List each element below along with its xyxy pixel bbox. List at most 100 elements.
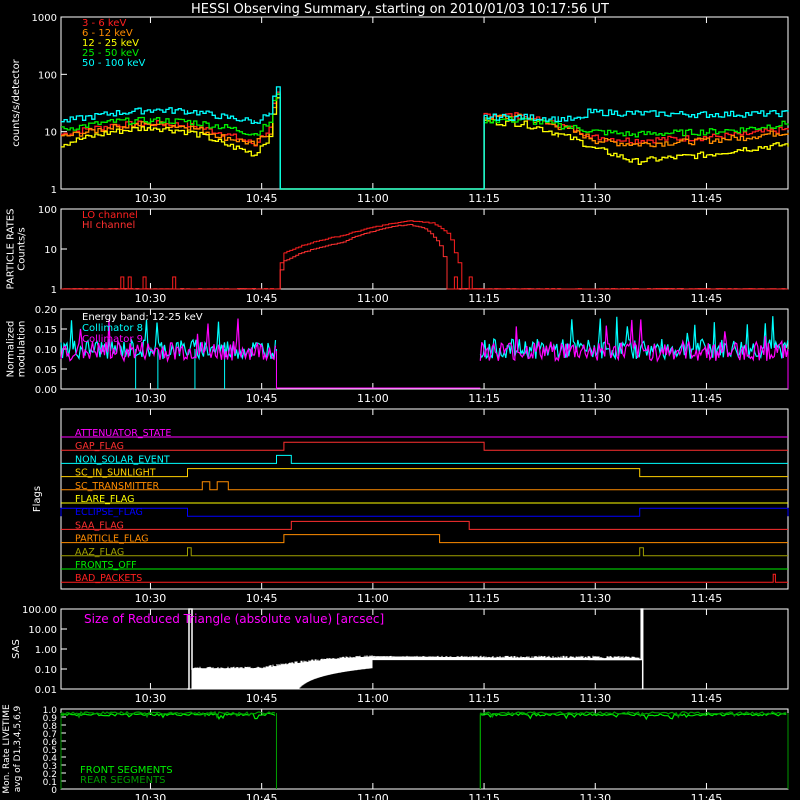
flag-label: AAZ_FLAG — [75, 547, 124, 558]
legend-item: Collimator 8 — [82, 323, 143, 334]
time-tick-label: 10:45 — [246, 792, 278, 800]
y-tick-label: 0.2 — [43, 770, 57, 780]
legend-item: 3 - 6 keV — [82, 18, 126, 29]
legend-item: Collimator 9 — [82, 334, 143, 345]
legend-item: 50 - 100 keV — [82, 58, 146, 69]
y-tick-label: 1.0 — [43, 706, 58, 716]
particle-spike — [142, 276, 147, 290]
time-tick-label: 11:30 — [579, 392, 611, 405]
time-tick-label: 10:30 — [135, 292, 167, 305]
flag-label: NON_SOLAR_EVENT — [75, 454, 170, 465]
y-tick-label: 0.3 — [43, 762, 57, 772]
time-tick-label: 10:45 — [246, 392, 278, 405]
time-tick-label: 11:30 — [579, 592, 611, 605]
flag-label: SAA_FLAG — [75, 520, 124, 531]
y-tick-label: 0.10 — [35, 665, 57, 676]
particle-spike — [172, 276, 177, 290]
flag-line — [61, 441, 788, 451]
legend-item: REAR SEGMENTS — [80, 775, 166, 786]
legend-item: LO channel — [82, 210, 138, 221]
legend-item: 6 - 12 keV — [82, 28, 133, 39]
y-axis-label: Flags — [32, 486, 43, 512]
flag-label: FRONTS_OFF — [75, 560, 137, 571]
panel-frame — [60, 16, 789, 190]
time-tick-label: 11:15 — [468, 792, 500, 800]
series-line — [61, 86, 789, 190]
y-tick-label: 0.5 — [43, 746, 57, 756]
y-tick-label: 10 — [44, 128, 57, 139]
series-line — [479, 319, 789, 363]
series-line — [187, 608, 644, 690]
series-line — [61, 93, 789, 190]
time-tick-label: 11:00 — [357, 292, 389, 305]
flag-label: SC_IN_SUNLIGHT — [75, 468, 156, 479]
particle-spike — [468, 276, 473, 290]
time-tick-label: 10:30 — [135, 792, 167, 800]
panel-annotation: Energy band: 12-25 keV — [82, 312, 203, 323]
flag-label: FLARE_FLAG — [75, 494, 135, 505]
y-tick-label: 0.1 — [43, 778, 57, 788]
flag-line — [61, 520, 788, 530]
particle-spike — [120, 276, 125, 290]
legend-item: HI channel — [82, 220, 135, 231]
sas-band — [191, 655, 640, 689]
time-tick-label: 11:15 — [468, 392, 500, 405]
series-line — [60, 318, 277, 363]
time-tick-label: 11:30 — [579, 192, 611, 205]
time-tick-label: 11:00 — [357, 192, 389, 205]
y-tick-label: 100 — [38, 70, 57, 81]
time-tick-label: 11:45 — [691, 292, 723, 305]
panel-frame — [60, 708, 789, 790]
time-tick-label: 11:45 — [691, 192, 723, 205]
flag-label: PARTICLE_FLAG — [75, 534, 148, 545]
time-tick-label: 10:45 — [246, 592, 278, 605]
panel-frame — [60, 408, 789, 590]
y-tick-label: 0.9 — [43, 714, 58, 724]
flag-line — [61, 547, 788, 557]
time-tick-label: 11:15 — [468, 292, 500, 305]
flag-label: SC_TRANSMITTER — [75, 481, 160, 492]
y-tick-label: 0.6 — [43, 738, 58, 748]
time-tick-label: 11:00 — [357, 792, 389, 800]
y-tick-label: 1 — [51, 185, 57, 196]
y-tick-label: 0.10 — [35, 345, 57, 356]
time-tick-label: 11:15 — [468, 192, 500, 205]
time-tick-label: 11:15 — [468, 692, 500, 705]
y-axis-label: PARTICLE RATES — [6, 209, 17, 290]
chart-title: HESSI Observing Summary, starting on 201… — [191, 2, 609, 17]
flag-label: GAP_FLAG — [75, 441, 124, 452]
y-tick-label: 100.00 — [22, 605, 57, 616]
legend-item: FRONT SEGMENTS — [80, 765, 173, 776]
y-tick-label: 0.7 — [43, 730, 57, 740]
time-tick-label: 10:45 — [246, 192, 278, 205]
y-tick-label: 0.01 — [35, 685, 57, 696]
series-line — [480, 711, 787, 719]
flag-line — [61, 454, 788, 464]
y-tick-label: 100 — [38, 205, 57, 216]
series-line — [61, 220, 788, 290]
flag-line — [60, 507, 789, 517]
y-axis-label: modulation — [17, 321, 28, 378]
y-tick-label: 0.4 — [43, 754, 58, 764]
time-tick-label: 11:15 — [468, 592, 500, 605]
time-tick-label: 10:30 — [135, 392, 167, 405]
series-line — [479, 316, 789, 361]
flag-line — [61, 573, 788, 583]
y-tick-label: 1 — [51, 285, 57, 296]
flag-line — [61, 481, 788, 491]
flag-label: ECLIPSE_FLAG — [75, 507, 143, 518]
y-axis-label: avg of D1,3,4,5,6,9 — [13, 705, 23, 792]
time-tick-label: 10:30 — [135, 592, 167, 605]
y-tick-label: 10 — [44, 245, 57, 256]
y-tick-label: 0 — [51, 786, 57, 796]
time-tick-label: 10:45 — [246, 292, 278, 305]
y-tick-label: 0.00 — [35, 385, 57, 396]
series-line — [61, 224, 788, 290]
flag-line — [61, 468, 788, 478]
time-tick-label: 10:30 — [135, 192, 167, 205]
y-tick-label: 0.20 — [35, 305, 57, 316]
particle-spike — [453, 276, 458, 290]
y-axis-label: Mon. Rate LIVETIME — [2, 704, 12, 794]
time-tick-label: 11:30 — [579, 292, 611, 305]
series-line — [61, 97, 789, 190]
